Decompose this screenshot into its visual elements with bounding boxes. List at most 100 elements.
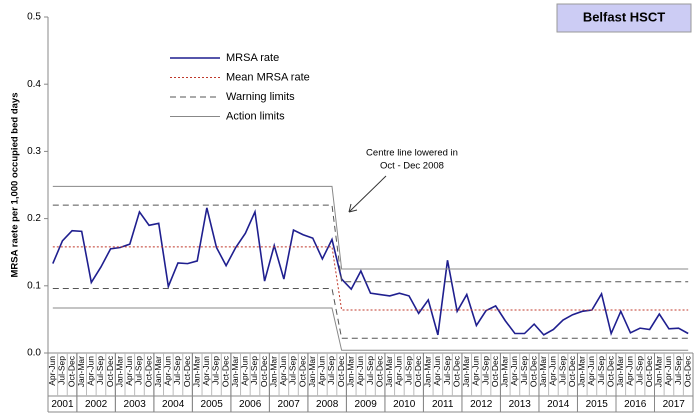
x-tick-label: Jan-Mar	[230, 356, 240, 387]
x-tick-label: Oct-Dec	[105, 355, 115, 387]
series-line	[52, 307, 689, 351]
legend-label: Warning limits	[226, 91, 295, 103]
x-tick-label: Jan-Mar	[191, 356, 201, 387]
x-tick-label: Oct-Dec	[490, 355, 500, 387]
x-tick-label: Jul-Sep	[480, 356, 490, 385]
x-tick-label: Oct-Dec	[374, 355, 384, 387]
x-tick-label: Oct-Dec	[336, 355, 346, 387]
y-tick-label: 0.3	[27, 146, 41, 157]
x-tick-label: Jul-Sep	[442, 356, 452, 385]
x-tick-label: Jul-Sep	[249, 356, 259, 385]
annotation: Centre line lowered in	[366, 148, 458, 159]
x-tick-label: Apr-Jun	[509, 356, 519, 386]
x-tick-label: Jul-Sep	[326, 356, 336, 385]
year-label: 2003	[124, 399, 147, 410]
x-tick-label: Oct-Dec	[644, 355, 654, 387]
x-tick-label: Oct-Dec	[66, 355, 76, 387]
x-tick-label: Apr-Jun	[86, 356, 96, 386]
x-tick-label: Jul-Sep	[95, 356, 105, 385]
x-tick-label: Apr-Jun	[317, 356, 327, 386]
x-tick-label: Oct-Dec	[528, 355, 538, 387]
x-tick-label: Oct-Dec	[413, 355, 423, 387]
year-label: 2011	[432, 399, 454, 410]
x-tick-label: Jul-Sep	[211, 356, 221, 385]
series-line	[52, 287, 689, 339]
x-tick-label: Apr-Jun	[625, 356, 635, 386]
x-tick-label: Apr-Jun	[663, 356, 673, 386]
legend-label: MRSA rate	[226, 52, 279, 64]
x-tick-label: Apr-Jun	[163, 356, 173, 386]
series-line	[52, 246, 689, 311]
x-tick-label: Oct-Dec	[182, 355, 192, 387]
x-tick-label: Jan-Mar	[615, 356, 625, 387]
year-label: 2002	[85, 399, 108, 410]
x-tick-label: Oct-Dec	[259, 355, 269, 387]
year-label: 2009	[355, 399, 378, 410]
x-tick-label: Apr-Jun	[471, 356, 481, 386]
x-tick-label: Apr-Jun	[586, 356, 596, 386]
y-tick-label: 0.2	[27, 213, 41, 224]
x-tick-label: Jul-Sep	[634, 356, 644, 385]
x-tick-label: Jan-Mar	[384, 356, 394, 387]
x-tick-label: Jul-Sep	[288, 356, 298, 385]
x-tick-label: Jan-Mar	[307, 356, 317, 387]
legend-label: Mean MRSA rate	[226, 71, 310, 83]
y-tick-label: 0.5	[27, 12, 41, 23]
x-tick-label: Jul-Sep	[57, 356, 67, 385]
x-tick-label: Jan-Mar	[423, 356, 433, 387]
x-tick-label: Jul-Sep	[596, 356, 606, 385]
x-tick-label: Oct-Dec	[143, 355, 153, 387]
x-tick-label: Apr-Jun	[355, 356, 365, 386]
year-label: 2017	[663, 399, 686, 410]
x-tick-label: Jan-Mar	[500, 356, 510, 387]
year-label: 2001	[51, 399, 74, 410]
x-tick-label: Apr-Jun	[240, 356, 250, 386]
x-tick-label: Jul-Sep	[519, 356, 529, 385]
x-tick-label: Jan-Mar	[538, 356, 548, 387]
x-tick-label: Jul-Sep	[365, 356, 375, 385]
year-label: 2004	[162, 399, 185, 410]
year-label: 2007	[278, 399, 301, 410]
year-label: 2010	[393, 399, 416, 410]
x-tick-label: Jan-Mar	[345, 356, 355, 387]
year-label: 2013	[509, 399, 532, 410]
x-tick-label: Apr-Jun	[124, 356, 134, 386]
year-label: 2016	[624, 399, 647, 410]
x-tick-label: Apr-Jun	[47, 356, 57, 386]
series-line	[52, 204, 689, 283]
y-axis-label: MRSA raete per 1,000 occupied bed days	[10, 93, 21, 278]
x-tick-label: Jan-Mar	[461, 356, 471, 387]
x-tick-label: Apr-Jun	[394, 356, 404, 386]
series-line	[52, 185, 689, 270]
annotation: Oct - Dec 2008	[380, 161, 444, 172]
x-tick-label: Jan-Mar	[577, 356, 587, 387]
x-tick-label: Jan-Mar	[76, 356, 86, 387]
x-tick-label: Oct-Dec	[451, 355, 461, 387]
x-tick-label: Jan-Mar	[153, 356, 163, 387]
x-tick-label: Jan-Mar	[268, 356, 278, 387]
x-tick-label: Apr-Jun	[548, 356, 558, 386]
year-label: 2006	[239, 399, 262, 410]
arrow-head	[348, 203, 358, 213]
title-box	[556, 3, 692, 33]
year-label: 2014	[547, 399, 570, 410]
chart-title: Belfast HSCT	[583, 9, 665, 24]
y-tick-label: 0.0	[27, 348, 41, 359]
year-label: 2005	[201, 399, 224, 410]
x-tick-label: Oct-Dec	[605, 355, 615, 387]
legend-label: Action limits	[226, 110, 285, 122]
x-tick-label: Oct-Dec	[682, 355, 692, 387]
year-label: 2008	[316, 399, 339, 410]
annotation-arrow	[348, 175, 387, 213]
x-tick-label: Jul-Sep	[673, 356, 683, 385]
x-tick-label: Oct-Dec	[567, 355, 577, 387]
x-tick-label: Jul-Sep	[557, 356, 567, 385]
x-tick-label: Jan-Mar	[114, 356, 124, 387]
series-line	[52, 207, 689, 337]
x-tick-label: Jul-Sep	[403, 356, 413, 385]
year-label: 2015	[586, 399, 609, 410]
x-tick-label: Apr-Jun	[201, 356, 211, 386]
x-tick-label: Apr-Jun	[278, 356, 288, 386]
y-tick-label: 0.4	[27, 79, 41, 90]
